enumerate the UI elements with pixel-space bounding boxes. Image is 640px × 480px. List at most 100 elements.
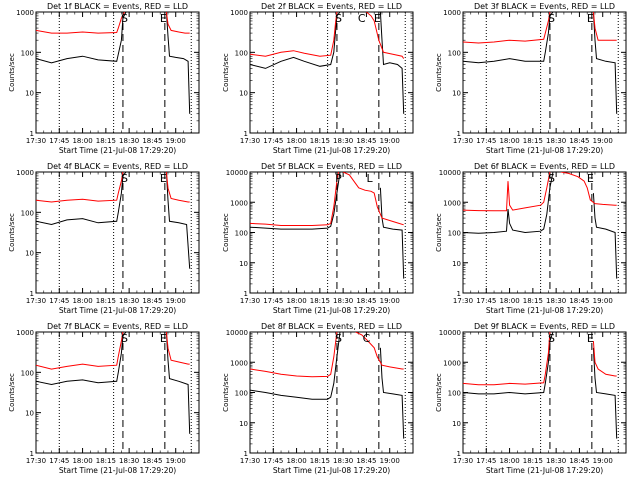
x-tick-label: 18:45 — [569, 137, 589, 145]
events-series-line — [379, 12, 405, 114]
lld-series-line — [36, 12, 125, 34]
y-tick-label: 10 — [25, 90, 34, 98]
chart-panel: Det 9f BLACK = Events, RED = LLD 1 10 100 10… — [435, 322, 627, 475]
y-tick-label: 1 — [244, 290, 248, 298]
y-tick-label: 100 — [235, 49, 248, 57]
y-tick-label: 100 — [21, 209, 34, 217]
y-tick-label: 100 — [21, 49, 34, 57]
x-tick-label: 18:45 — [569, 457, 589, 465]
x-tick-label: 18:00 — [72, 457, 92, 465]
x-tick-label: 18:15 — [310, 297, 330, 305]
x-tick-label: 18:30 — [119, 137, 139, 145]
x-tick-label: 17:45 — [263, 297, 283, 305]
events-series-line — [379, 347, 405, 439]
segment-marker-label: P — [335, 172, 342, 185]
x-tick-label: 19:00 — [166, 457, 186, 465]
y-axis-label: Counts/sec — [435, 53, 443, 92]
x-tick-label: 18:45 — [356, 137, 376, 145]
chart-panel: Det 5f BLACK = Events, RED = LLD 1 10 100 10… — [222, 162, 414, 315]
segment-marker-label: E — [374, 12, 381, 25]
x-tick-label: 17:30 — [453, 457, 473, 465]
chart-panel: Det 1f BLACK = Events, RED = LLD 1 10 100 10… — [8, 2, 200, 155]
chart-panel: Det 4f BLACK = Events, RED = LLD 1 10 100 10… — [8, 162, 200, 315]
y-axis-label: Counts/sec — [222, 213, 230, 252]
lld-series-line — [250, 172, 339, 226]
x-tick-label: 17:30 — [453, 297, 473, 305]
lld-series-line — [355, 332, 404, 370]
x-tick-label: 18:30 — [546, 457, 566, 465]
y-tick-label: 10 — [239, 420, 248, 428]
segment-marker-label: E — [160, 12, 167, 25]
plot-frame — [462, 11, 627, 134]
plot-frame — [35, 331, 200, 454]
segment-marker-label: E — [160, 172, 167, 185]
events-series-line — [592, 193, 618, 279]
x-tick-label: 19:00 — [166, 137, 186, 145]
x-tick-label: 19:00 — [166, 297, 186, 305]
y-tick-label: 10 — [452, 90, 461, 98]
x-tick-label: 18:30 — [119, 457, 139, 465]
segment-marker-label: S — [121, 332, 128, 345]
x-tick-label: 18:45 — [142, 457, 162, 465]
chart-panel: Det 2f BLACK = Events, RED = LLD 1 10 100 10… — [222, 2, 414, 155]
segment-marker-label: S — [121, 12, 128, 25]
x-tick-label: 17:45 — [263, 137, 283, 145]
y-tick-label: 10 — [25, 250, 34, 258]
events-series-line — [165, 12, 191, 114]
x-tick-label: 18:00 — [286, 297, 306, 305]
events-series-line — [36, 172, 127, 226]
events-series-line — [36, 12, 127, 64]
x-axis-label: Start Time (21-Jul-08 17:29:20) — [59, 146, 176, 155]
chart-title: Det 1f BLACK = Events, RED = LLD — [47, 2, 188, 11]
x-tick-label: 18:15 — [523, 137, 543, 145]
y-tick-label: 1000 — [230, 199, 248, 207]
lld-series-line — [36, 172, 124, 203]
lld-series-line — [36, 332, 124, 370]
lld-series-line — [463, 172, 551, 212]
x-axis-label: Start Time (21-Jul-08 17:29:20) — [59, 466, 176, 475]
x-tick-label: 19:00 — [593, 137, 613, 145]
y-axis-label: Counts/sec — [435, 373, 443, 412]
y-tick-label: 1 — [30, 450, 34, 458]
x-tick-label: 18:30 — [546, 137, 566, 145]
x-tick-label: 18:00 — [72, 297, 92, 305]
x-tick-label: 18:00 — [72, 137, 92, 145]
x-axis-label: Start Time (21-Jul-08 17:29:20) — [273, 146, 390, 155]
y-tick-label: 100 — [21, 369, 34, 377]
lld-series-line — [592, 12, 617, 41]
y-tick-label: 1 — [30, 130, 34, 138]
x-axis-label: Start Time (21-Jul-08 17:29:20) — [59, 306, 176, 315]
lld-series-line — [165, 12, 190, 34]
y-tick-label: 100 — [448, 230, 461, 238]
x-tick-label: 17:45 — [263, 457, 283, 465]
chart-title: Det 9f BLACK = Events, RED = LLD — [474, 322, 615, 331]
y-axis-label: Counts/sec — [222, 373, 230, 412]
lld-series-line — [165, 332, 190, 365]
plot-frame — [249, 11, 414, 134]
chart-panel: Det 8f BLACK = Events, RED = LLD 1 10 100 10… — [222, 322, 414, 475]
segment-marker-label: E — [587, 12, 594, 25]
y-tick-label: 1 — [30, 290, 34, 298]
x-tick-label: 17:30 — [240, 297, 260, 305]
y-tick-label: 10 — [452, 420, 461, 428]
y-axis-label: Counts/sec — [8, 373, 16, 412]
y-tick-label: 100 — [235, 390, 248, 398]
x-tick-label: 18:30 — [546, 297, 566, 305]
events-series-line — [250, 12, 341, 69]
chart-title: Det 5f BLACK = Events, RED = LLD — [261, 162, 402, 171]
x-tick-label: 17:30 — [26, 137, 46, 145]
x-tick-label: 18:45 — [569, 297, 589, 305]
y-tick-label: 10 — [452, 260, 461, 268]
segment-marker-label: S — [548, 12, 555, 25]
segment-marker-label: S — [121, 172, 128, 185]
x-tick-label: 18:30 — [333, 297, 353, 305]
x-tick-label: 18:00 — [499, 457, 519, 465]
x-tick-label: 17:30 — [26, 457, 46, 465]
y-tick-label: 1000 — [230, 9, 248, 17]
events-series-line — [165, 332, 191, 434]
x-tick-label: 18:30 — [119, 297, 139, 305]
segment-marker-label: E — [587, 332, 594, 345]
y-tick-label: 1000 — [443, 9, 461, 17]
x-axis-label: Start Time (21-Jul-08 17:29:20) — [486, 466, 603, 475]
y-axis-label: Counts/sec — [435, 213, 443, 252]
